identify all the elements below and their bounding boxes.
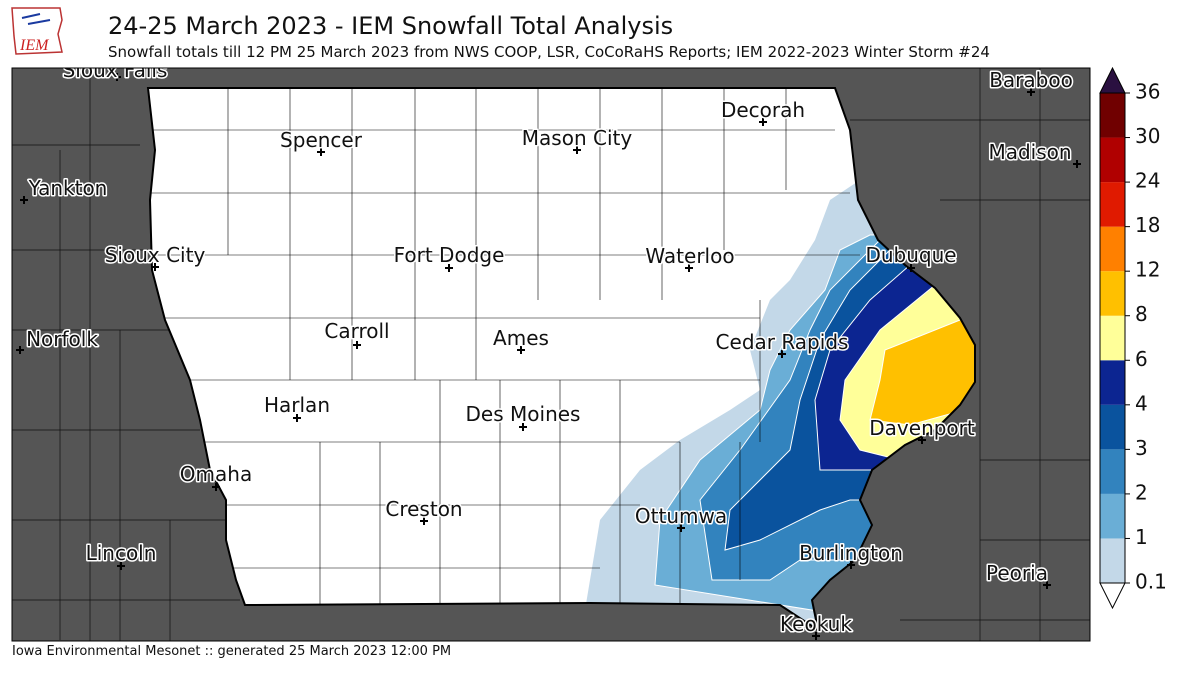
city-label: Keokuk bbox=[780, 612, 852, 636]
city-label: Dubuque bbox=[865, 243, 956, 267]
city-marker bbox=[573, 146, 581, 154]
city-label: Ottumwa bbox=[635, 504, 727, 528]
city-marker bbox=[778, 350, 786, 358]
city-marker bbox=[517, 346, 525, 354]
city-marker bbox=[1027, 88, 1035, 96]
colorbar-tick-label: 12 bbox=[1135, 258, 1160, 282]
colorbar-band bbox=[1100, 315, 1125, 361]
colorbar-band bbox=[1100, 271, 1125, 316]
city-label: Carroll bbox=[324, 319, 389, 343]
city-label: Madison bbox=[988, 140, 1071, 164]
city-marker bbox=[1043, 581, 1051, 589]
city-label: Decorah bbox=[721, 98, 805, 122]
logo: IEM bbox=[11, 7, 63, 55]
map: Sioux Falls Spencer Mason City Decorah Barab… bbox=[12, 58, 1090, 641]
colorbar-band bbox=[1100, 493, 1125, 539]
city-marker bbox=[151, 263, 159, 271]
colorbar-tick-label: 36 bbox=[1135, 80, 1160, 104]
colorbar-band bbox=[1100, 360, 1125, 405]
colorbar-band bbox=[1100, 538, 1125, 583]
city-marker bbox=[445, 264, 453, 272]
colorbar-band bbox=[1100, 93, 1125, 138]
city-marker bbox=[519, 423, 527, 431]
colorbar-frame bbox=[1099, 92, 1126, 584]
logo-text: IEM bbox=[19, 37, 50, 54]
colorbar-tick-label: 30 bbox=[1135, 124, 1160, 148]
city-marker bbox=[812, 632, 820, 640]
colorbar-band bbox=[1100, 449, 1125, 494]
colorbar-band bbox=[1100, 226, 1125, 272]
city-marker bbox=[918, 436, 926, 444]
city-marker bbox=[685, 264, 693, 272]
city-marker bbox=[212, 483, 220, 491]
colorbar-tick-label: 6 bbox=[1135, 347, 1148, 371]
colorbar-over bbox=[1099, 66, 1126, 94]
colorbar-tick-label: 0.1 bbox=[1135, 570, 1167, 594]
city-labels: Sioux Falls Spencer Mason City Decorah Barab… bbox=[16, 58, 1081, 640]
city-label: Sioux City bbox=[105, 243, 206, 267]
city-label: Cedar Rapids bbox=[716, 330, 849, 354]
city-label: Des Moines bbox=[466, 402, 581, 426]
city-label: Mason City bbox=[522, 126, 633, 150]
colorbar-tick-label: 18 bbox=[1135, 213, 1160, 237]
city-marker bbox=[1073, 160, 1081, 168]
colorbar-band bbox=[1100, 404, 1125, 450]
city-label: Sioux Falls bbox=[63, 58, 168, 82]
city-label: Waterloo bbox=[645, 244, 734, 268]
colorbar-tick-label: 8 bbox=[1135, 302, 1148, 326]
city-marker bbox=[759, 118, 767, 126]
city-marker bbox=[293, 414, 301, 422]
city-marker bbox=[113, 73, 121, 81]
map-frame bbox=[11, 67, 1091, 642]
city-label: Burlington bbox=[799, 541, 903, 565]
city-label: Harlan bbox=[264, 393, 330, 417]
city-marker bbox=[16, 346, 24, 354]
colorbar-tick-label: 3 bbox=[1135, 436, 1148, 460]
city-label: Creston bbox=[385, 497, 462, 521]
subtitle: Snowfall totals till 12 PM 25 March 2023… bbox=[108, 43, 990, 61]
city-label: Peoria bbox=[986, 561, 1048, 585]
colorbar-band bbox=[1100, 137, 1125, 183]
city-label: Ames bbox=[493, 326, 549, 350]
city-label: Spencer bbox=[280, 128, 363, 152]
city-marker bbox=[907, 264, 915, 272]
city-label: Fort Dodge bbox=[394, 243, 505, 267]
city-marker bbox=[420, 517, 428, 525]
colorbar-tick-label: 24 bbox=[1135, 169, 1160, 193]
footer: Iowa Environmental Mesonet :: generated … bbox=[12, 644, 451, 659]
city-label: Lincoln bbox=[86, 541, 157, 565]
colorbar-tick-label: 2 bbox=[1135, 480, 1148, 504]
city-marker bbox=[117, 562, 125, 570]
city-marker bbox=[20, 196, 28, 204]
city-label: Davenport bbox=[869, 416, 975, 440]
title: 24-25 March 2023 - IEM Snowfall Total An… bbox=[108, 12, 673, 40]
colorbar-tick-label: 1 bbox=[1135, 525, 1148, 549]
city-label: Norfolk bbox=[26, 327, 98, 351]
city-marker bbox=[317, 148, 325, 156]
city-marker bbox=[677, 524, 685, 532]
colorbar-band bbox=[1100, 182, 1125, 227]
city-marker bbox=[847, 561, 855, 569]
colorbar-under bbox=[1099, 582, 1126, 610]
city-marker bbox=[353, 341, 361, 349]
city-label: Baraboo bbox=[989, 68, 1073, 92]
city-label: Omaha bbox=[180, 462, 252, 486]
city-label: Yankton bbox=[28, 176, 108, 200]
colorbar-tick-label: 4 bbox=[1135, 391, 1148, 415]
